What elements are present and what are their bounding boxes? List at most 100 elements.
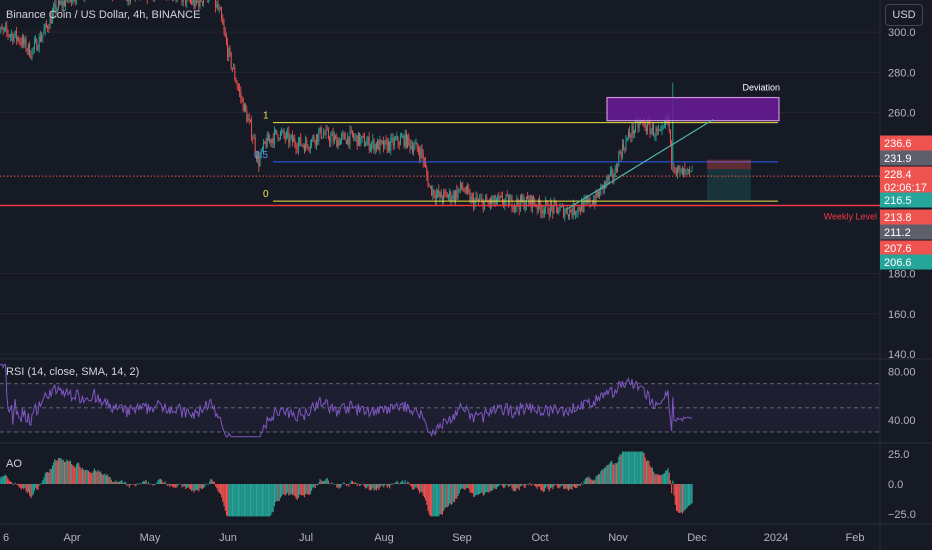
ao-bar [41, 482, 43, 484]
ao-bar [71, 463, 73, 484]
ao-bar [163, 482, 165, 484]
ao-bar [173, 484, 175, 488]
candle-body [425, 161, 427, 168]
candle-body [200, 0, 202, 2]
candle-body [185, 0, 187, 4]
candle-body [326, 129, 328, 131]
candle-body [53, 7, 55, 13]
ao-bar [309, 484, 311, 494]
candle-body [325, 129, 327, 135]
x-tick-label: Jul [299, 532, 313, 544]
ao-bar [626, 451, 628, 484]
currency-button[interactable]: USD [885, 4, 923, 26]
x-tick-label: Dec [687, 532, 707, 544]
ao-bar [691, 484, 693, 504]
ao-bar [684, 484, 686, 511]
ao-bar [129, 484, 131, 486]
ao-bar [143, 480, 145, 484]
ao-bar [450, 484, 452, 505]
candle-body [30, 56, 32, 58]
ao-bar [277, 484, 279, 502]
ao-bar [75, 464, 77, 484]
ao-bar [365, 484, 367, 489]
ao-bar [452, 484, 454, 502]
ao-bar [242, 484, 244, 517]
ao-bar [651, 467, 653, 484]
ao-bar [186, 484, 188, 489]
candle-body [291, 135, 293, 143]
candle-body [20, 42, 22, 45]
candle-body [201, 1, 203, 4]
ao-bar [13, 484, 15, 485]
candle-body [480, 198, 482, 200]
candle-body [252, 138, 254, 140]
price-label-text: 236.6 [884, 138, 912, 150]
ao-bar [305, 484, 307, 495]
ao-bar [527, 484, 529, 485]
ao-bar [223, 484, 225, 507]
candle-body [399, 137, 401, 145]
candle-body [492, 200, 494, 204]
candle-body [546, 201, 548, 203]
candle-body [498, 196, 500, 198]
ao-bar [620, 454, 622, 484]
candle-body [474, 199, 476, 208]
x-tick-label: Nov [608, 532, 628, 544]
ao-bar [643, 453, 645, 484]
ao-bar [668, 472, 670, 484]
ao-bar [345, 484, 347, 487]
candle-body [606, 177, 608, 184]
ao-bar [300, 484, 302, 496]
candle-body [631, 125, 633, 137]
candle-body [355, 135, 357, 137]
candle-body [417, 148, 419, 153]
ao-bar [7, 478, 9, 484]
ao-bar [414, 484, 416, 489]
candle-body [623, 144, 625, 149]
ao-bar [482, 484, 484, 496]
candle-body [673, 166, 675, 171]
candle-body [500, 196, 502, 197]
chart-title: Binance Coin / US Dollar, 4h, BINANCE [6, 9, 201, 21]
ao-bar [59, 458, 61, 484]
candle-body [411, 145, 413, 152]
ao-bar [573, 484, 575, 488]
ao-bar [631, 451, 633, 484]
ao-y-tick-label: 25.0 [888, 449, 909, 461]
candle-body [617, 166, 619, 172]
ao-bar [1, 476, 3, 484]
ao-bar [561, 484, 563, 486]
ao-bar [30, 484, 32, 499]
candle-body [350, 130, 352, 132]
candle-body [669, 130, 671, 144]
ao-bar [17, 484, 19, 485]
candle-body [362, 136, 364, 137]
candle-body [217, 4, 219, 10]
candle-body [482, 199, 484, 210]
ao-bar [630, 451, 632, 484]
ao-bar [457, 484, 459, 496]
candle-body [656, 128, 658, 132]
ao-bar [479, 484, 481, 494]
candle-body [403, 136, 405, 146]
candle-body [39, 36, 41, 42]
candle-body [420, 148, 422, 158]
ao-bar [379, 484, 381, 488]
candle-body [613, 177, 615, 179]
ao-bar [263, 484, 265, 517]
candle-body [390, 137, 392, 151]
candle-body [408, 135, 410, 141]
ao-bar [221, 484, 223, 498]
ao-bar [445, 484, 447, 508]
ao-bar [589, 478, 591, 484]
ao-bar [679, 484, 681, 514]
ao-bar [677, 484, 679, 512]
candle-body [621, 144, 623, 158]
candle-body [351, 130, 353, 136]
candle-body [510, 197, 512, 200]
ao-bar [276, 484, 278, 501]
ao-bar [563, 484, 565, 489]
ao-bar [68, 461, 70, 484]
candle-body [527, 196, 529, 200]
